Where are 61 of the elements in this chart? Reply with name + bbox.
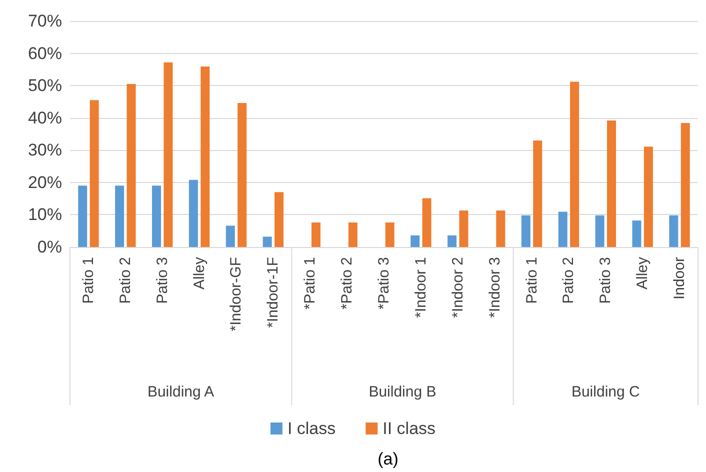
x-tick-label: *Indoor-1F: [264, 257, 282, 328]
x-tick-label: *Patio 2: [338, 257, 356, 310]
legend-label: I class: [287, 419, 336, 438]
bar: [188, 180, 198, 247]
bar: [459, 210, 468, 247]
bar: [115, 186, 124, 247]
bar: [680, 123, 690, 247]
x-tick-label: Patio 3: [154, 257, 171, 304]
y-tick-label: 50%: [28, 76, 62, 96]
text: Building C: [571, 384, 640, 400]
y-tick-label: 20%: [28, 172, 62, 192]
text: Building A: [147, 384, 214, 400]
x-tick-label: *Indoor 2: [449, 257, 466, 318]
bar: [311, 222, 320, 247]
bar: [595, 215, 604, 247]
y-tick-label: 40%: [28, 108, 62, 128]
bar: [448, 235, 457, 247]
bar: [78, 186, 88, 247]
text: Building B: [368, 384, 436, 400]
x-tick-label: Alley: [190, 256, 208, 290]
x-tick-label: Patio 2: [116, 257, 134, 304]
x-tick-label: *Indoor 1: [412, 257, 430, 318]
bar: [570, 82, 580, 247]
bar: [385, 222, 394, 247]
bar: [152, 186, 162, 247]
bar: [90, 100, 99, 247]
x-tick-label: *Patio 3: [376, 257, 392, 310]
bar: [632, 220, 642, 247]
y-tick-label: 60%: [28, 44, 62, 63]
bar: [126, 84, 136, 247]
bar: [558, 212, 568, 247]
x-tick-label: Patio 3: [597, 257, 614, 304]
bar: [533, 140, 542, 247]
x-tick-label: Alley: [634, 256, 652, 290]
legend-label: II class: [382, 419, 436, 438]
x-tick-label: *Indoor-GF: [228, 257, 245, 332]
bar: [262, 236, 272, 247]
y-tick-label: 0%: [37, 238, 62, 256]
bar: [521, 215, 530, 247]
x-tick-label: *Patio 1: [302, 257, 319, 310]
bar: [200, 66, 210, 247]
x-tick-label: Patio 1: [523, 257, 540, 304]
bar: [164, 62, 173, 247]
bar: [274, 192, 284, 247]
bar: [606, 120, 616, 247]
bar: [238, 103, 247, 247]
x-tick-label: *Indoor 3: [486, 257, 504, 318]
bar: [644, 146, 653, 247]
bar: [422, 198, 432, 247]
bar: [226, 226, 235, 247]
bar: [669, 215, 678, 247]
bar: [410, 235, 420, 247]
x-tick-label: Patio 2: [560, 257, 578, 304]
x-tick-label: Indoor: [671, 257, 688, 300]
y-tick-label: 30%: [28, 140, 62, 160]
x-tick-label: Patio 1: [80, 257, 97, 304]
y-tick-label: 10%: [28, 205, 62, 224]
bar: [496, 210, 506, 247]
bar: [348, 222, 358, 247]
y-tick-label: 70%: [28, 12, 62, 30]
text: (a): [378, 450, 398, 468]
